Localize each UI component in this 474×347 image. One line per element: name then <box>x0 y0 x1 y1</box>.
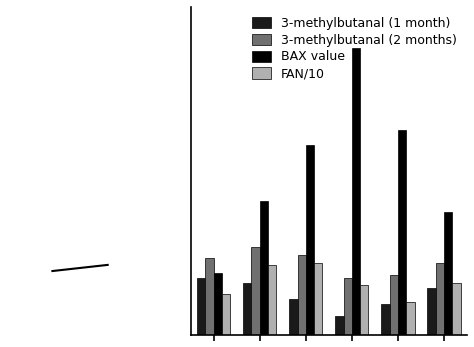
Bar <box>428 288 436 335</box>
Bar <box>398 130 406 335</box>
Bar <box>289 299 298 335</box>
Bar <box>205 258 214 335</box>
Bar <box>243 283 251 335</box>
Bar <box>214 273 222 335</box>
Bar <box>314 263 322 335</box>
Bar <box>406 302 415 335</box>
Bar <box>436 263 444 335</box>
Bar <box>260 201 268 335</box>
Bar <box>306 145 314 335</box>
Bar <box>352 48 360 335</box>
Bar <box>360 285 368 335</box>
Bar <box>197 278 205 335</box>
Bar <box>390 275 398 335</box>
Bar <box>444 212 452 335</box>
Bar <box>222 294 230 335</box>
Bar <box>335 316 344 335</box>
Bar <box>452 283 461 335</box>
Bar <box>382 304 390 335</box>
Bar <box>268 265 276 335</box>
Bar <box>298 255 306 335</box>
Legend: 3-methylbutanal (1 month), 3-methylbutanal (2 months), BAX value, FAN/10: 3-methylbutanal (1 month), 3-methylbutan… <box>249 13 461 84</box>
Bar <box>344 278 352 335</box>
Bar <box>251 247 260 335</box>
